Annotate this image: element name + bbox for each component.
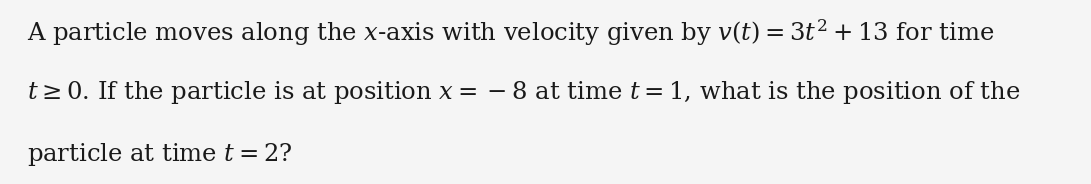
Text: A particle moves along the $x$-axis with velocity given by $v(t) = 3t^2 + 13$ fo: A particle moves along the $x$-axis with…	[27, 18, 995, 48]
Text: particle at time $t = 2$?: particle at time $t = 2$?	[27, 141, 292, 168]
Text: $t \geq 0$. If the particle is at position $x = -8$ at time $t = 1$, what is the: $t \geq 0$. If the particle is at positi…	[27, 79, 1021, 105]
